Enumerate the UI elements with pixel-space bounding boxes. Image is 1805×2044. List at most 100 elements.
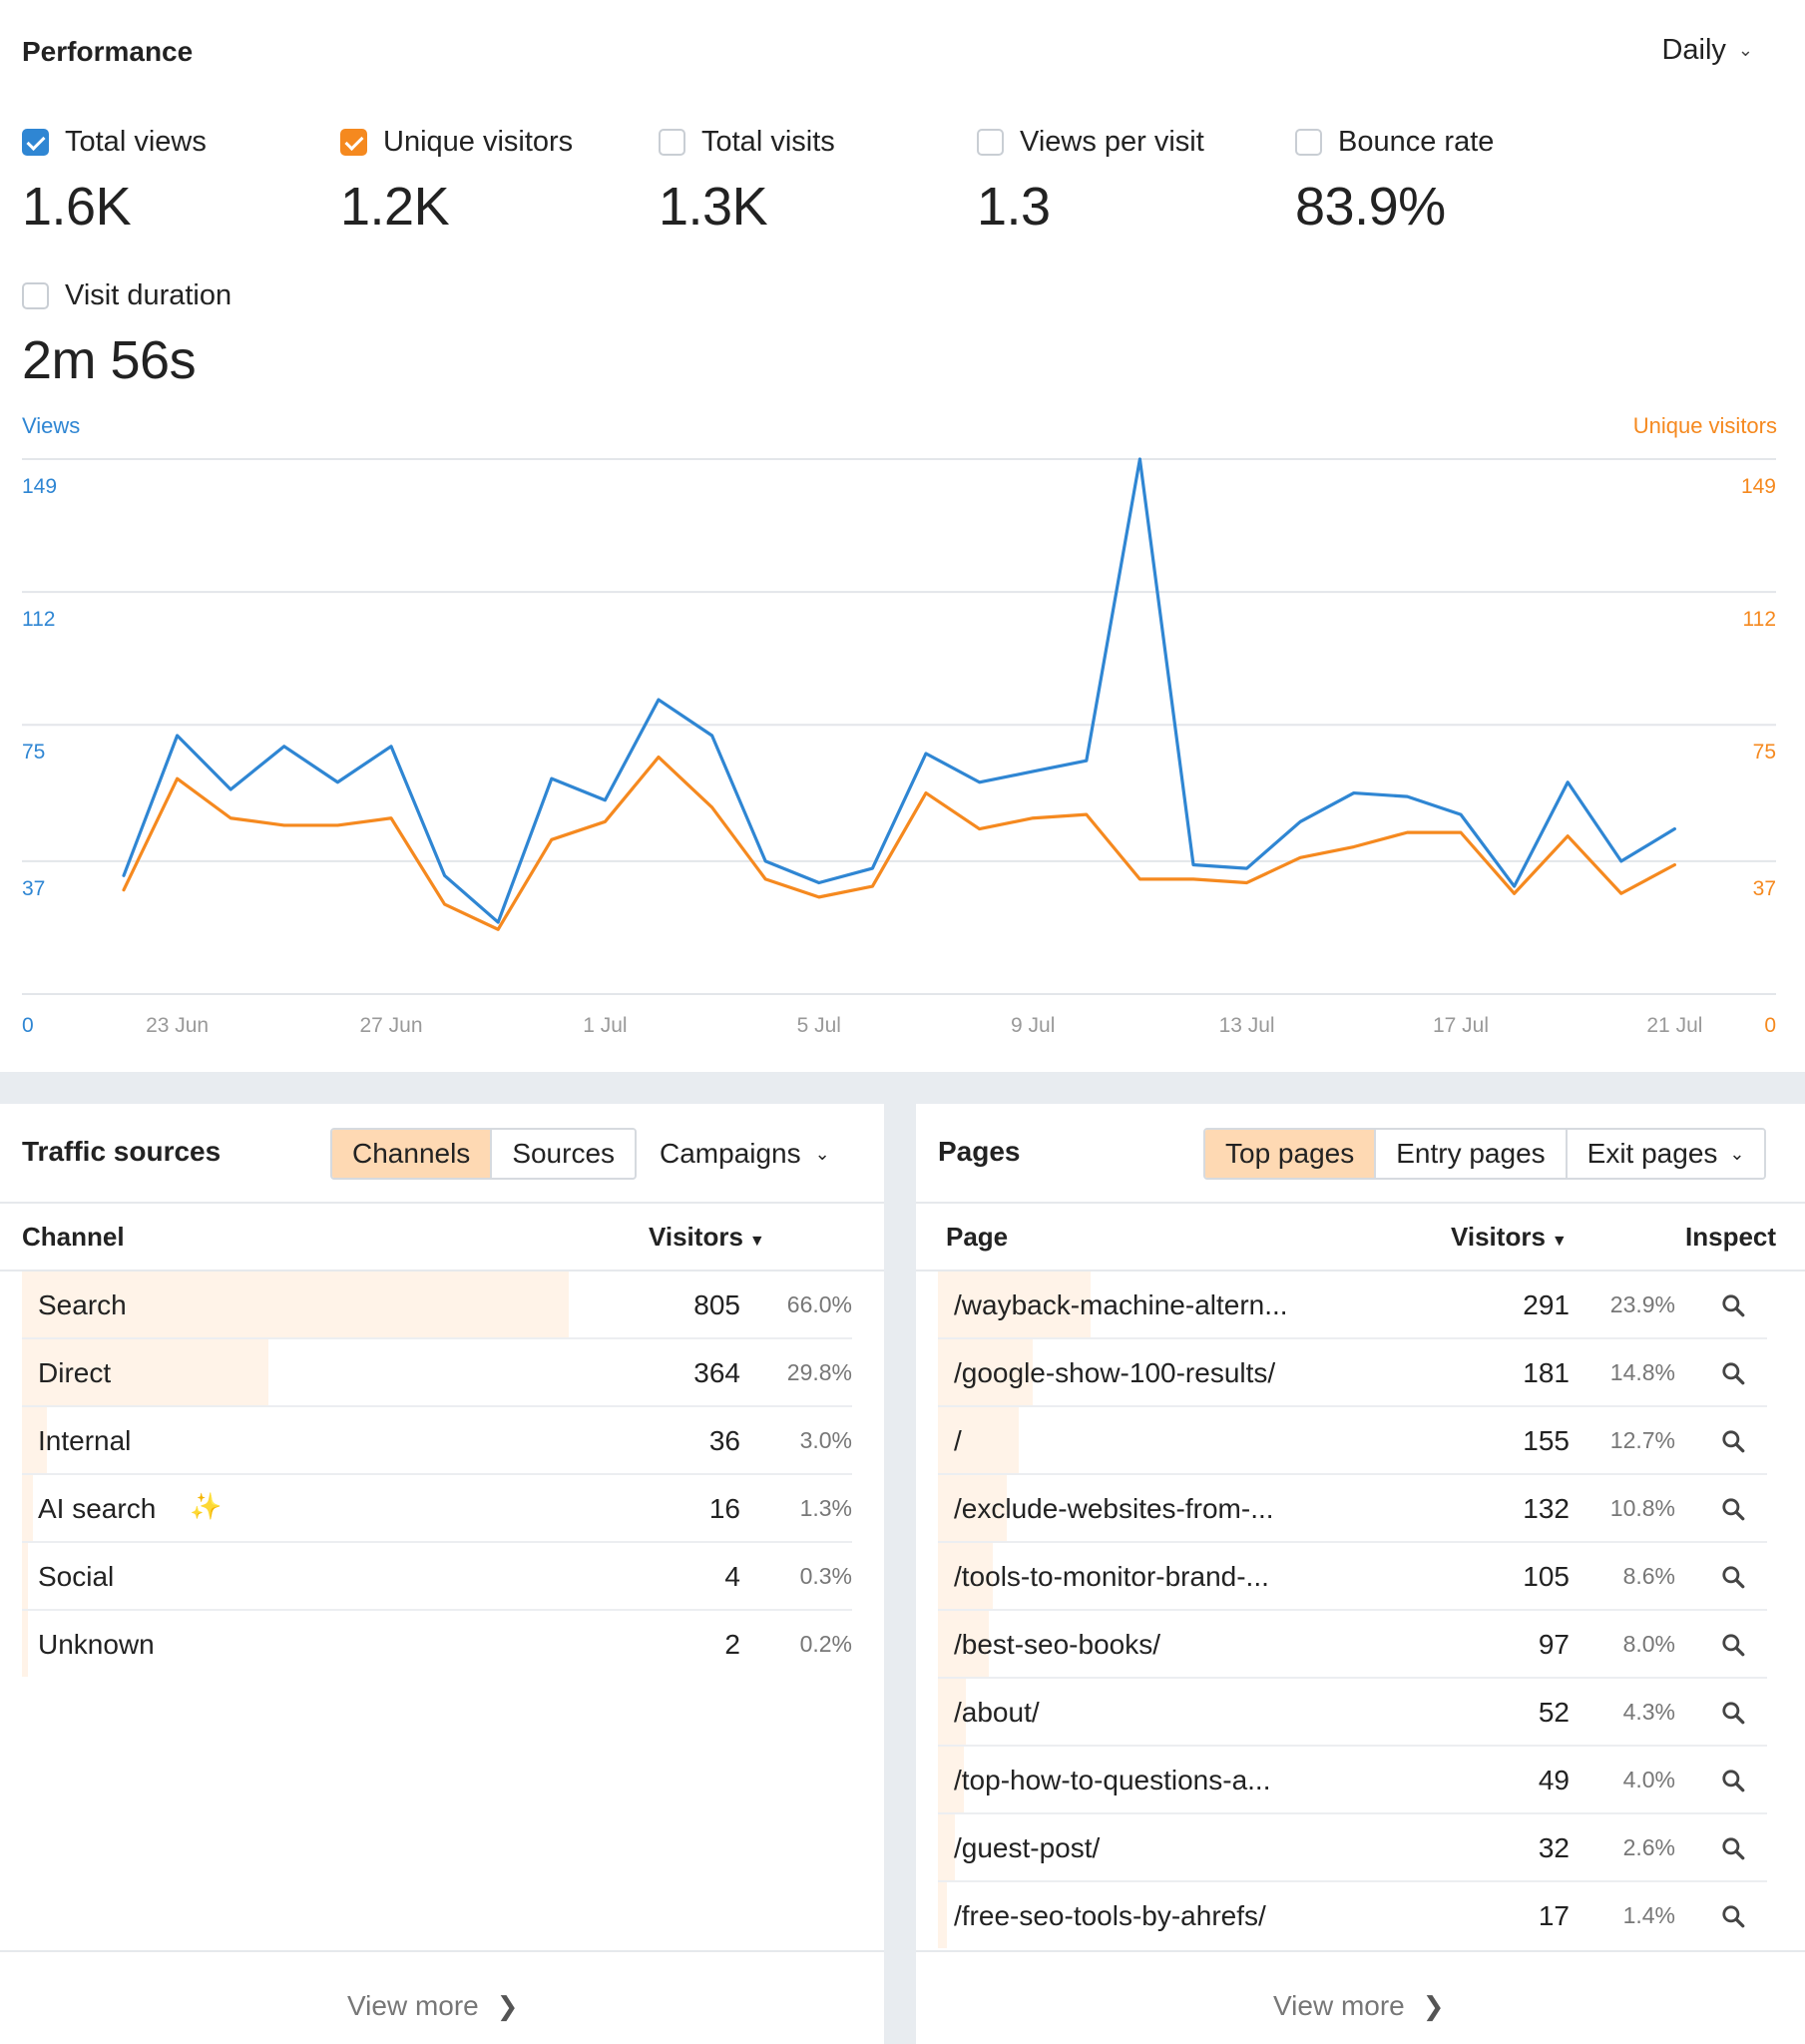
page-path: /best-seo-books/ [954, 1629, 1160, 1660]
share-bar [22, 1611, 28, 1677]
tab-sources[interactable]: Sources [492, 1130, 636, 1178]
row-divider [22, 1337, 852, 1339]
search-icon[interactable] [1720, 1768, 1746, 1793]
checkbox-views-per-visit[interactable] [977, 128, 1004, 156]
page-path: /exclude-websites-from-... [954, 1493, 1274, 1524]
traffic-tabs: Channels Sources [330, 1128, 638, 1180]
metric-total-views[interactable]: Total views 1.6K [22, 122, 321, 238]
chevron-down-icon: ⌄ [814, 1143, 830, 1164]
page-row[interactable]: /best-seo-books/97 8.0% [938, 1611, 1767, 1679]
visitors-count: 2 [724, 1629, 740, 1660]
search-icon[interactable] [1720, 1564, 1746, 1590]
page-row[interactable]: /free-seo-tools-by-ahrefs/17 1.4% [938, 1882, 1767, 1948]
share-bar [938, 1407, 1020, 1473]
page-path: /wayback-machine-altern... [954, 1289, 1288, 1320]
search-icon[interactable] [1720, 1428, 1746, 1454]
metric-value: 1.3K [659, 177, 768, 237]
divider [916, 1270, 1805, 1272]
page-row[interactable]: /guest-post/32 2.6% [938, 1814, 1767, 1882]
pages-tabs: Top pages Entry pages Exit pages ⌄ [1203, 1128, 1767, 1180]
channel-name: Direct [38, 1357, 112, 1388]
visitors-count: 17 [1538, 1900, 1570, 1931]
search-icon[interactable] [1720, 1903, 1746, 1929]
metric-total-visits[interactable]: Total visits 1.3K [659, 122, 958, 238]
visitors-percent: 2.6% [1622, 1834, 1675, 1860]
tab-entry-pages[interactable]: Entry pages [1376, 1130, 1568, 1178]
sort-down-icon: ▼ [1551, 1233, 1568, 1250]
visitors-count: 155 [1523, 1425, 1570, 1456]
channel-row[interactable]: Direct 364 29.8% [22, 1339, 852, 1407]
page-row[interactable]: /wayback-machine-altern... 291 23.9% [938, 1272, 1767, 1339]
search-icon[interactable] [1720, 1360, 1746, 1386]
channel-row[interactable]: Unknown 2 0.2% [22, 1611, 852, 1677]
checkbox-unique-visitors[interactable] [340, 128, 367, 156]
search-icon[interactable] [1720, 1292, 1746, 1318]
visitors-percent: 8.6% [1622, 1563, 1675, 1589]
traffic-sources-panel: Traffic sources Channels Sources Campaig… [0, 1104, 884, 2044]
column-header-visitors[interactable]: Visitors ▼ [649, 1222, 765, 1253]
page-row[interactable]: /about/52 4.3% [938, 1679, 1767, 1747]
visitors-percent: 8.0% [1622, 1631, 1675, 1657]
channel-row[interactable]: AI search ✨ 16 1.3% [22, 1475, 852, 1543]
chevron-down-icon: ⌄ [1737, 40, 1753, 60]
metric-visit-duration[interactable]: Visit duration 2m 56s [22, 275, 321, 391]
x-tick-label: 5 Jul [797, 1014, 841, 1037]
visitors-count: 32 [1538, 1832, 1570, 1863]
y-tick-left: 37 [22, 877, 45, 900]
metric-value: 83.9% [1295, 177, 1446, 237]
visitors-percent: 1.4% [1622, 1902, 1675, 1928]
page-row[interactable]: /exclude-websites-from-... 132 10.8% [938, 1475, 1767, 1543]
visitors-count: 105 [1523, 1561, 1570, 1592]
visitors-count: 364 [693, 1357, 740, 1388]
page-row[interactable]: /google-show-100-results/181 14.8% [938, 1339, 1767, 1407]
visitors-count: 52 [1538, 1697, 1570, 1728]
channel-row[interactable]: Internal 36 3.0% [22, 1407, 852, 1475]
visitors-percent: 23.9% [1609, 1291, 1675, 1317]
row-divider [22, 1473, 852, 1475]
page-path: /guest-post/ [954, 1832, 1101, 1863]
view-more-traffic[interactable]: View more ❯ [347, 1990, 519, 2022]
channel-name: Search [38, 1289, 127, 1320]
performance-chart[interactable]: 0 0 37 37 75 75 112 112 149 149 23 Jun 27 Jun 1 Jul 5… [0, 439, 1805, 1038]
channel-row[interactable]: Social 4 0.3% [22, 1543, 852, 1611]
x-tick-label: 1 Jul [583, 1014, 627, 1037]
page-row[interactable]: /top-how-to-questions-a... 49 4.0% [938, 1747, 1767, 1814]
divider [916, 1202, 1805, 1204]
view-more-pages[interactable]: View more ❯ [1273, 1990, 1445, 2022]
metric-unique-visitors[interactable]: Unique visitors 1.2K [340, 122, 640, 238]
search-icon[interactable] [1720, 1632, 1746, 1658]
row-divider [938, 1541, 1767, 1543]
x-tick-label: 17 Jul [1433, 1014, 1489, 1037]
row-divider [938, 1812, 1767, 1814]
tab-channels[interactable]: Channels [332, 1130, 493, 1178]
page-row[interactable]: / 155 12.7% [938, 1407, 1767, 1475]
checkbox-total-views[interactable] [22, 128, 49, 156]
search-icon[interactable] [1720, 1700, 1746, 1726]
page-path: /top-how-to-questions-a... [954, 1765, 1271, 1795]
visitors-count: 16 [708, 1493, 740, 1524]
metric-label: Unique visitors [383, 125, 574, 158]
search-icon[interactable] [1720, 1496, 1746, 1522]
metric-bounce-rate[interactable]: Bounce rate 83.9% [1295, 122, 1594, 238]
share-bar [938, 1679, 966, 1745]
page-row[interactable]: /tools-to-monitor-brand-... 105 8.6% [938, 1543, 1767, 1611]
exit-pages-dropdown[interactable]: Exit pages ⌄ [1567, 1130, 1765, 1178]
search-icon[interactable] [1720, 1835, 1746, 1861]
chevron-right-icon: ❯ [1422, 1990, 1445, 2021]
checkbox-total-visits[interactable] [659, 128, 685, 156]
y-tick-right: 0 [1764, 1014, 1776, 1037]
y-tick-right: 37 [1753, 877, 1776, 900]
campaigns-dropdown[interactable]: Campaigns ⌄ [660, 1128, 830, 1180]
column-header-visitors[interactable]: Visitors ▼ [1451, 1222, 1568, 1253]
period-dropdown[interactable]: Daily ⌄ [1661, 34, 1753, 67]
checkbox-bounce-rate[interactable] [1295, 128, 1322, 156]
channel-row[interactable]: Search 805 66.0% [22, 1272, 852, 1339]
channel-name: Unknown [38, 1629, 155, 1660]
metric-views-per-visit[interactable]: Views per visit 1.3 [977, 122, 1276, 238]
sparkle-icon: ✨ [190, 1491, 223, 1521]
tab-top-pages[interactable]: Top pages [1205, 1130, 1377, 1178]
share-bar [22, 1475, 33, 1541]
visitors-percent: 1.3% [799, 1495, 852, 1521]
checkbox-visit-duration[interactable] [22, 281, 49, 309]
x-tick-label: 9 Jul [1011, 1014, 1055, 1037]
